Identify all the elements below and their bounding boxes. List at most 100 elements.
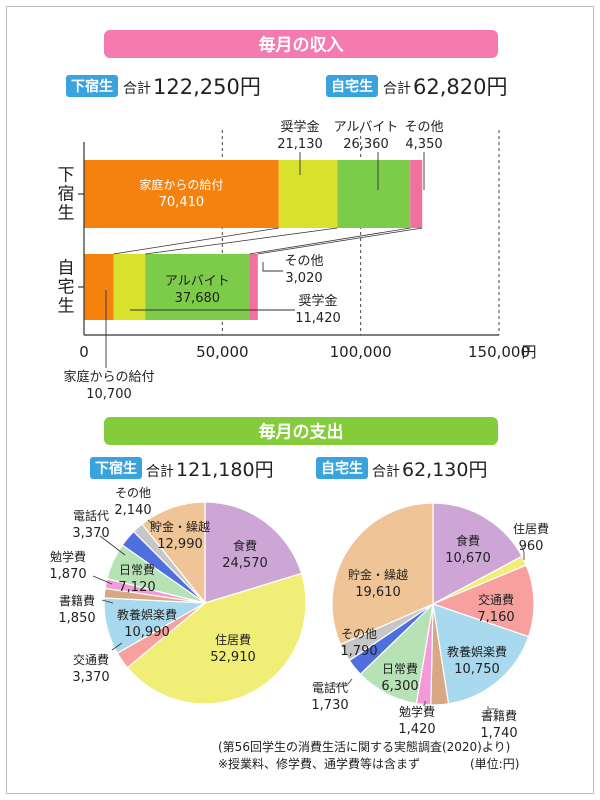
category-label-1-1: 宅 bbox=[58, 278, 75, 298]
pie-slice-0 bbox=[204, 501, 303, 604]
expense-banner bbox=[104, 417, 498, 445]
bar-segment-0-2 bbox=[337, 160, 411, 228]
pie-leader-5 bbox=[92, 575, 113, 585]
pie-label-name-9: 貯金・繰越 bbox=[348, 567, 408, 582]
pie-label-value-0: 10,670 bbox=[445, 551, 491, 566]
pie-label-value-9: 12,990 bbox=[157, 537, 203, 552]
pie-slice-0 bbox=[432, 502, 523, 606]
bar-label-parttime-geshuku-value: 26,360 bbox=[343, 137, 389, 152]
pie-label-name-3: 教養娯楽費 bbox=[117, 607, 177, 622]
pie-label-name-5: 勉学費 bbox=[50, 549, 86, 564]
bar-segment-1-1 bbox=[113, 254, 146, 320]
bar-segment-0-3 bbox=[410, 160, 423, 228]
outer-frame bbox=[6, 6, 594, 794]
connector-line-0 bbox=[113, 227, 279, 255]
pie-label-name-1: 住居費 bbox=[215, 632, 251, 647]
bar-label-family-jitaku-value: 10,700 bbox=[86, 387, 132, 402]
bar-label-parttime-geshuku-name: アルバイト bbox=[334, 120, 399, 135]
pie-label-name-0: 食費 bbox=[456, 533, 480, 548]
footnote-note: ※授業料、修学費、通学費等は含まず bbox=[218, 756, 420, 771]
bar-label-parttime-jitaku-name: アルバイト bbox=[165, 274, 230, 289]
pie-leader-4 bbox=[487, 706, 498, 710]
pie-slice-1 bbox=[126, 572, 307, 705]
pie-label-value-5: 1,420 bbox=[398, 722, 435, 737]
pie-leader-7 bbox=[333, 678, 353, 685]
pie-label-name-8: その他 bbox=[115, 486, 151, 500]
pie-label-value-8: 1,790 bbox=[340, 644, 377, 659]
pie-label-value-2: 7,160 bbox=[477, 610, 514, 625]
pie-leader-8 bbox=[147, 519, 159, 531]
expense-banner-title: 毎月の支出 bbox=[259, 422, 344, 443]
pie-label-name-5: 勉学費 bbox=[399, 704, 435, 719]
pie-label-name-1: 住居費 bbox=[513, 521, 549, 536]
pie-label-value-9: 19,610 bbox=[355, 585, 401, 600]
footnote-source: (第56回学生の消費生活に関する実態調査(2020)より) bbox=[218, 739, 510, 754]
x-tick-label-2: 100,000 bbox=[330, 343, 392, 361]
bar-label-scholarship-jitaku-value: 11,420 bbox=[295, 311, 341, 326]
pie-label-value-1: 960 bbox=[519, 539, 544, 554]
category-label-1-0: 自 bbox=[58, 259, 75, 279]
income-geshuku-badge bbox=[66, 75, 118, 97]
income-bar-chart: 0 50,000 100,000 150,000円下宿生自宅生家庭からの給付70,41… bbox=[58, 119, 537, 402]
bar-label-other-geshuku-value: 4,350 bbox=[405, 137, 442, 152]
pie-label-name-7: 電話代 bbox=[312, 680, 348, 695]
bar-label-family-jitaku-name: 家庭からの給付 bbox=[63, 369, 154, 385]
expense-pie-jitaku: 食費 10,670 住居費 960 交通費 7,160 教養娯楽費 10,750 書籍費 1,74… bbox=[311, 502, 549, 741]
income-geshuku-badge-text: 下宿生 bbox=[71, 78, 113, 95]
expense-geshuku-total: 121,180円 bbox=[176, 459, 274, 481]
bar-label-family-geshuku-value: 70,410 bbox=[159, 195, 205, 210]
pie-leader-1 bbox=[520, 544, 525, 560]
bar-label-parttime-jitaku-value: 37,680 bbox=[175, 291, 221, 306]
footnote-unit: (単位:円) bbox=[470, 756, 519, 771]
bar-label-family-geshuku-name: 家庭からの給付 bbox=[139, 177, 223, 192]
pie-label-name-3: 教養娯楽費 bbox=[447, 644, 507, 659]
pie-label-name-6: 日常費 bbox=[119, 562, 155, 577]
expense-pie-geshuku: 食費 24,570 住居費 52,910 交通費 3,370 教養娯楽費 10,990 書籍費 1… bbox=[49, 486, 307, 705]
pie-label-value-5: 1,870 bbox=[49, 567, 86, 582]
pie-slice-9 bbox=[141, 501, 206, 605]
pie-label-name-2: 交通費 bbox=[73, 652, 109, 667]
pie-slice-3 bbox=[432, 603, 530, 705]
connector-line-3 bbox=[257, 227, 423, 255]
pie-label-value-3: 10,750 bbox=[454, 662, 500, 677]
expense-jitaku-total-prefix: 合計 bbox=[372, 464, 400, 480]
pie-label-value-6: 7,120 bbox=[118, 580, 155, 595]
pie-label-value-8: 2,140 bbox=[114, 503, 151, 518]
pie-label-name-8: その他 bbox=[341, 627, 377, 641]
leader-other-jitaku bbox=[262, 262, 283, 272]
pie-label-name-9: 貯金・繰越 bbox=[150, 519, 210, 534]
pie-label-value-0: 24,570 bbox=[222, 556, 268, 571]
income-jitaku-total: 62,820円 bbox=[413, 75, 507, 99]
x-tick-label-3: 150,000 bbox=[468, 343, 530, 361]
income-banner-title: 毎月の収入 bbox=[259, 35, 344, 56]
pie-label-name-4: 書籍費 bbox=[59, 593, 95, 608]
income-geshuku-total-prefix: 合計 bbox=[123, 81, 151, 97]
bar-label-other-geshuku-name: その他 bbox=[404, 120, 443, 135]
pie-label-name-7: 電話代 bbox=[73, 508, 109, 523]
pie-slice-2 bbox=[431, 564, 535, 638]
bar-label-scholarship-jitaku-name: 奨学金 bbox=[298, 293, 337, 309]
bar-segment-1-3 bbox=[249, 254, 258, 320]
income-jitaku-badge-text: 自宅生 bbox=[331, 78, 373, 95]
category-label-1-2: 生 bbox=[58, 297, 75, 317]
pie-leader-4 bbox=[101, 599, 114, 604]
pie-leader-5 bbox=[423, 701, 426, 706]
pie-label-name-4: 書籍費 bbox=[481, 708, 517, 723]
pie-label-value-7: 3,370 bbox=[72, 526, 109, 541]
income-jitaku-badge bbox=[326, 75, 378, 97]
bar-label-other-jitaku-name: その他 bbox=[284, 254, 323, 269]
pie-label-value-6: 6,300 bbox=[381, 679, 418, 694]
bar-label-scholarship-geshuku-name: 奨学金 bbox=[280, 119, 319, 135]
category-label-0-1: 宿 bbox=[58, 185, 75, 205]
pie-label-value-3: 10,990 bbox=[124, 625, 170, 640]
bar-segment-1-0 bbox=[84, 254, 114, 320]
expense-geshuku-total-prefix: 合計 bbox=[146, 464, 174, 480]
x-axis-unit: 円 bbox=[521, 343, 536, 361]
bar-segment-1-2 bbox=[145, 254, 250, 320]
pie-label-value-7: 1,730 bbox=[311, 698, 348, 713]
expense-jitaku-total: 62,130円 bbox=[402, 459, 487, 481]
pie-label-value-1: 52,910 bbox=[210, 650, 256, 665]
pie-label-name-6: 日常費 bbox=[382, 661, 418, 676]
expense-jitaku-badge-text: 自宅生 bbox=[321, 460, 363, 477]
